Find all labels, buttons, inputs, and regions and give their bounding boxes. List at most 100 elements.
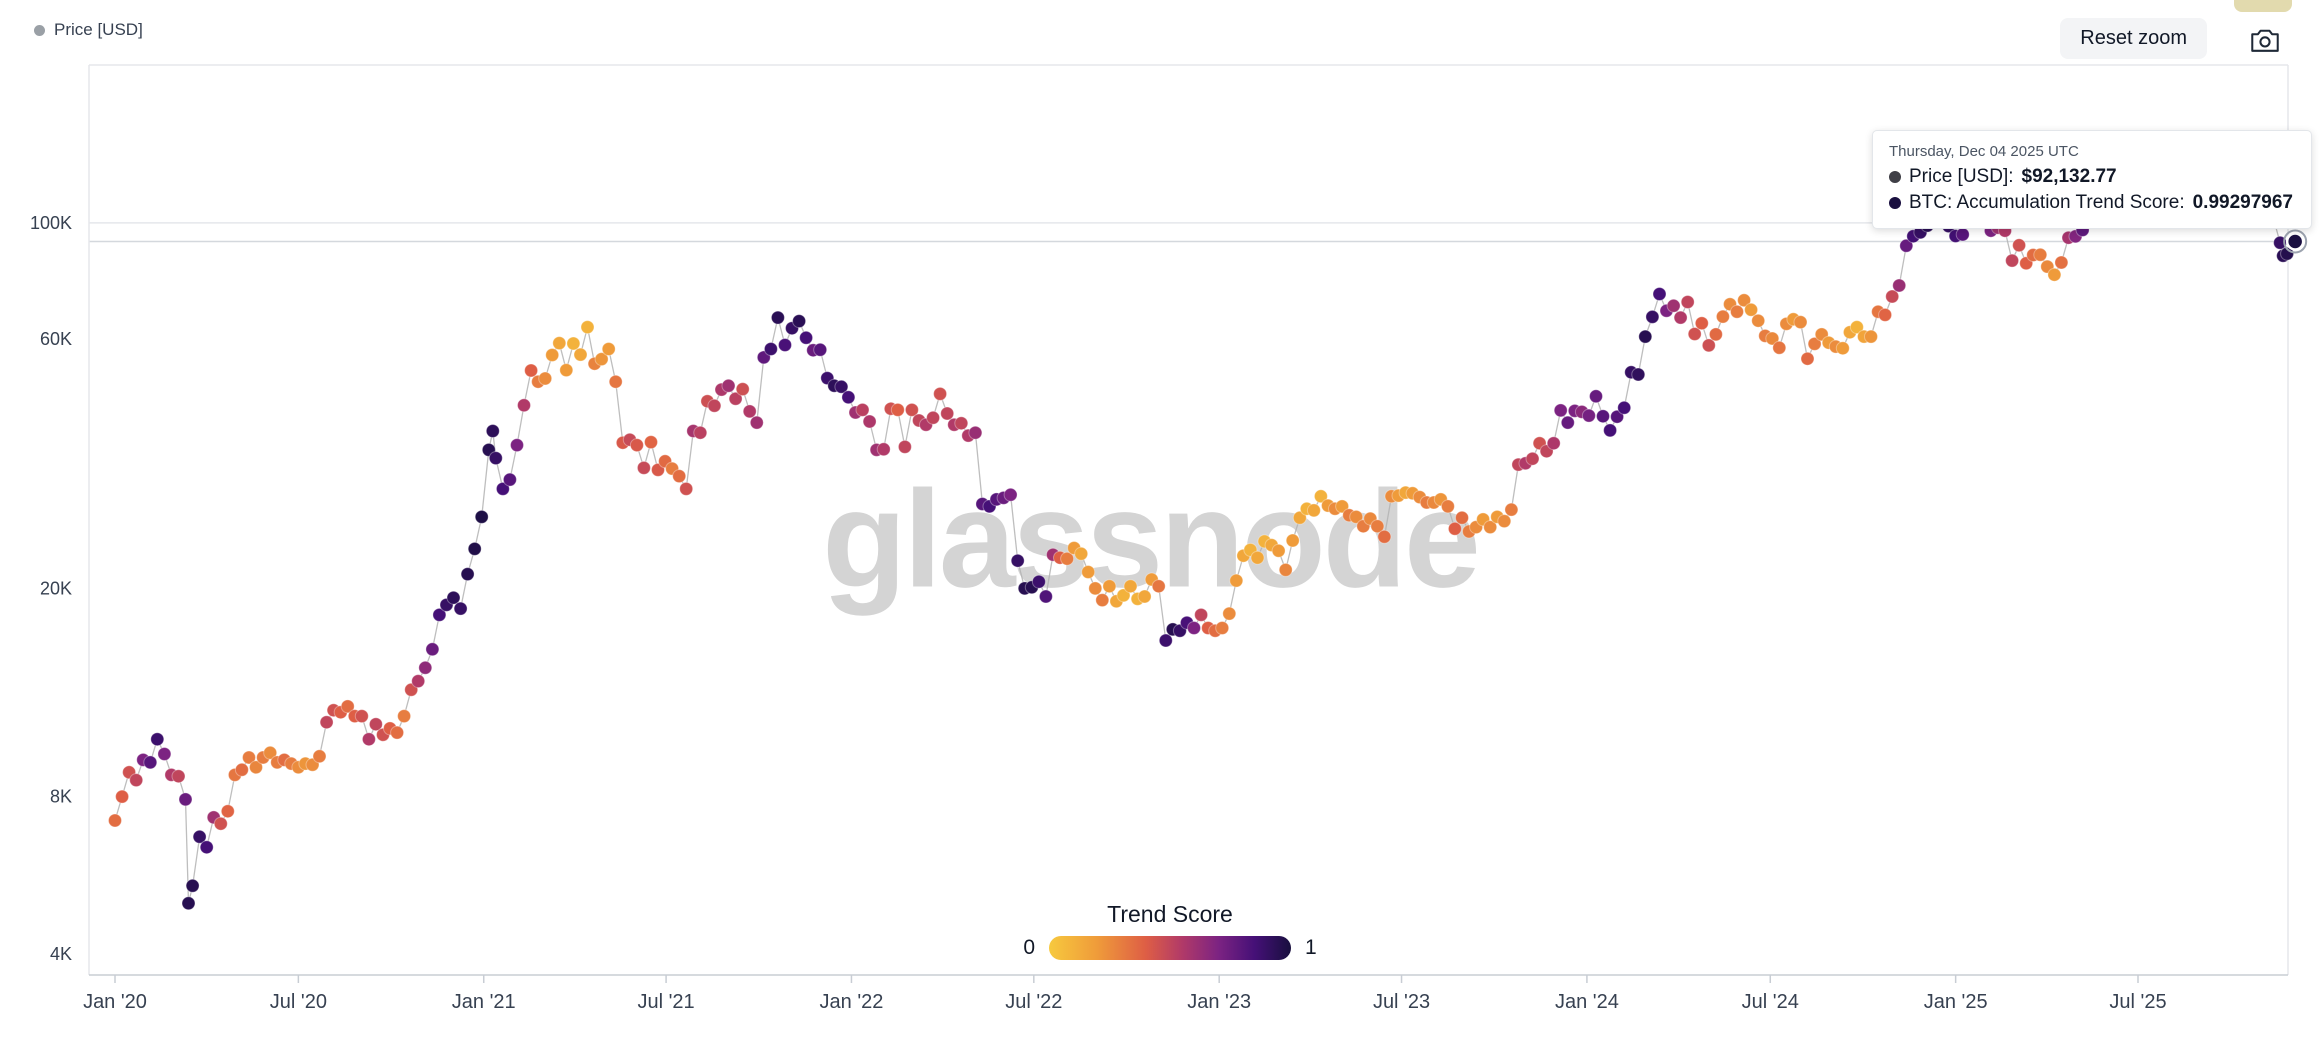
data-point[interactable] — [404, 682, 419, 697]
data-point[interactable] — [933, 386, 948, 401]
data-point[interactable] — [1031, 574, 1046, 589]
data-point[interactable] — [108, 813, 122, 828]
data-point[interactable] — [199, 840, 214, 855]
data-point[interactable] — [1455, 510, 1469, 525]
data-point[interactable] — [129, 773, 144, 788]
data-point[interactable] — [1885, 289, 1900, 304]
data-point[interactable] — [940, 406, 955, 421]
data-point[interactable] — [171, 769, 186, 784]
data-point[interactable] — [185, 878, 200, 893]
data-point[interactable] — [1849, 320, 1864, 335]
data-point[interactable] — [1377, 529, 1392, 544]
data-point[interactable] — [1194, 607, 1209, 622]
data-point[interactable] — [841, 390, 856, 405]
data-point[interactable] — [220, 804, 235, 819]
data-point[interactable] — [2054, 255, 2069, 270]
data-point[interactable] — [1687, 327, 1702, 341]
data-point[interactable] — [488, 451, 503, 466]
data-point[interactable] — [679, 481, 694, 496]
data-point[interactable] — [1638, 329, 1653, 344]
data-point[interactable] — [1483, 520, 1498, 535]
data-point[interactable] — [566, 336, 581, 351]
data-point[interactable] — [1151, 579, 1166, 594]
data-point[interactable] — [1187, 621, 1201, 635]
data-point[interactable] — [770, 310, 785, 325]
data-point[interactable] — [517, 398, 531, 413]
data-point[interactable] — [390, 725, 405, 740]
data-point[interactable] — [249, 760, 263, 775]
data-point[interactable] — [1751, 313, 1766, 328]
data-point[interactable] — [1074, 546, 1089, 561]
data-point[interactable] — [1645, 309, 1660, 324]
data-point[interactable] — [143, 755, 158, 770]
data-point[interactable] — [1744, 302, 1759, 317]
data-point[interactable] — [1081, 565, 1096, 579]
data-point[interactable] — [538, 371, 553, 386]
data-point[interactable] — [354, 709, 369, 724]
data-point[interactable] — [411, 674, 426, 689]
data-point[interactable] — [1694, 316, 1709, 331]
data-point[interactable] — [1610, 409, 1625, 424]
data-point[interactable] — [954, 416, 969, 431]
data-point[interactable] — [1285, 533, 1300, 548]
data-point[interactable] — [460, 567, 475, 582]
data-point[interactable] — [368, 717, 383, 732]
data-point[interactable] — [242, 750, 256, 765]
data-point[interactable] — [418, 660, 433, 675]
data-point[interactable] — [1250, 550, 1265, 565]
data-point[interactable] — [1060, 551, 1075, 566]
data-point[interactable] — [1271, 543, 1286, 558]
data-point[interactable] — [594, 352, 609, 367]
data-point[interactable] — [862, 414, 877, 429]
data-point[interactable] — [799, 330, 814, 345]
data-point[interactable] — [1892, 278, 1907, 293]
data-point[interactable] — [1116, 588, 1131, 603]
data-point[interactable] — [2005, 253, 2020, 268]
data-point[interactable] — [890, 402, 905, 417]
data-point[interactable] — [2047, 267, 2062, 282]
data-point[interactable] — [115, 789, 130, 804]
data-point[interactable] — [510, 438, 524, 453]
data-point[interactable] — [453, 601, 468, 616]
data-point[interactable] — [485, 424, 500, 438]
data-point[interactable] — [1631, 367, 1646, 382]
data-point[interactable] — [1003, 487, 1018, 502]
data-point[interactable] — [1278, 562, 1293, 577]
data-point[interactable] — [545, 348, 560, 362]
data-point[interactable] — [1807, 336, 1822, 351]
data-point[interactable] — [559, 363, 574, 378]
data-point[interactable] — [636, 460, 651, 475]
data-point[interactable] — [672, 469, 687, 484]
data-point[interactable] — [263, 745, 278, 760]
data-point[interactable] — [432, 607, 447, 622]
data-point[interactable] — [150, 732, 165, 747]
data-point[interactable] — [1955, 227, 1970, 242]
data-point[interactable] — [573, 347, 588, 362]
data-point[interactable] — [340, 699, 355, 714]
data-point[interactable] — [319, 715, 334, 730]
data-point[interactable] — [1864, 329, 1878, 344]
data-point[interactable] — [181, 896, 196, 911]
data-point[interactable] — [1715, 309, 1730, 324]
data-point[interactable] — [1560, 415, 1575, 430]
data-point[interactable] — [1793, 315, 1808, 330]
data-point[interactable] — [502, 472, 517, 487]
data-point[interactable] — [1229, 573, 1244, 588]
data-point[interactable] — [1525, 451, 1540, 466]
data-point[interactable] — [1335, 499, 1350, 514]
data-point[interactable] — [855, 402, 870, 417]
data-point[interactable] — [1878, 307, 1893, 322]
data-point[interactable] — [1123, 579, 1138, 594]
data-point[interactable] — [693, 425, 708, 440]
data-point[interactable] — [1603, 423, 1618, 438]
data-point[interactable] — [1306, 503, 1321, 518]
data-point[interactable] — [897, 439, 912, 454]
data-point[interactable] — [2012, 238, 2027, 253]
data-point[interactable] — [178, 792, 193, 807]
data-point[interactable] — [474, 509, 489, 524]
data-point[interactable] — [707, 398, 722, 413]
data-point[interactable] — [1349, 509, 1364, 524]
data-point[interactable] — [524, 363, 539, 378]
data-point[interactable] — [1899, 238, 1914, 253]
data-point[interactable] — [495, 481, 510, 496]
